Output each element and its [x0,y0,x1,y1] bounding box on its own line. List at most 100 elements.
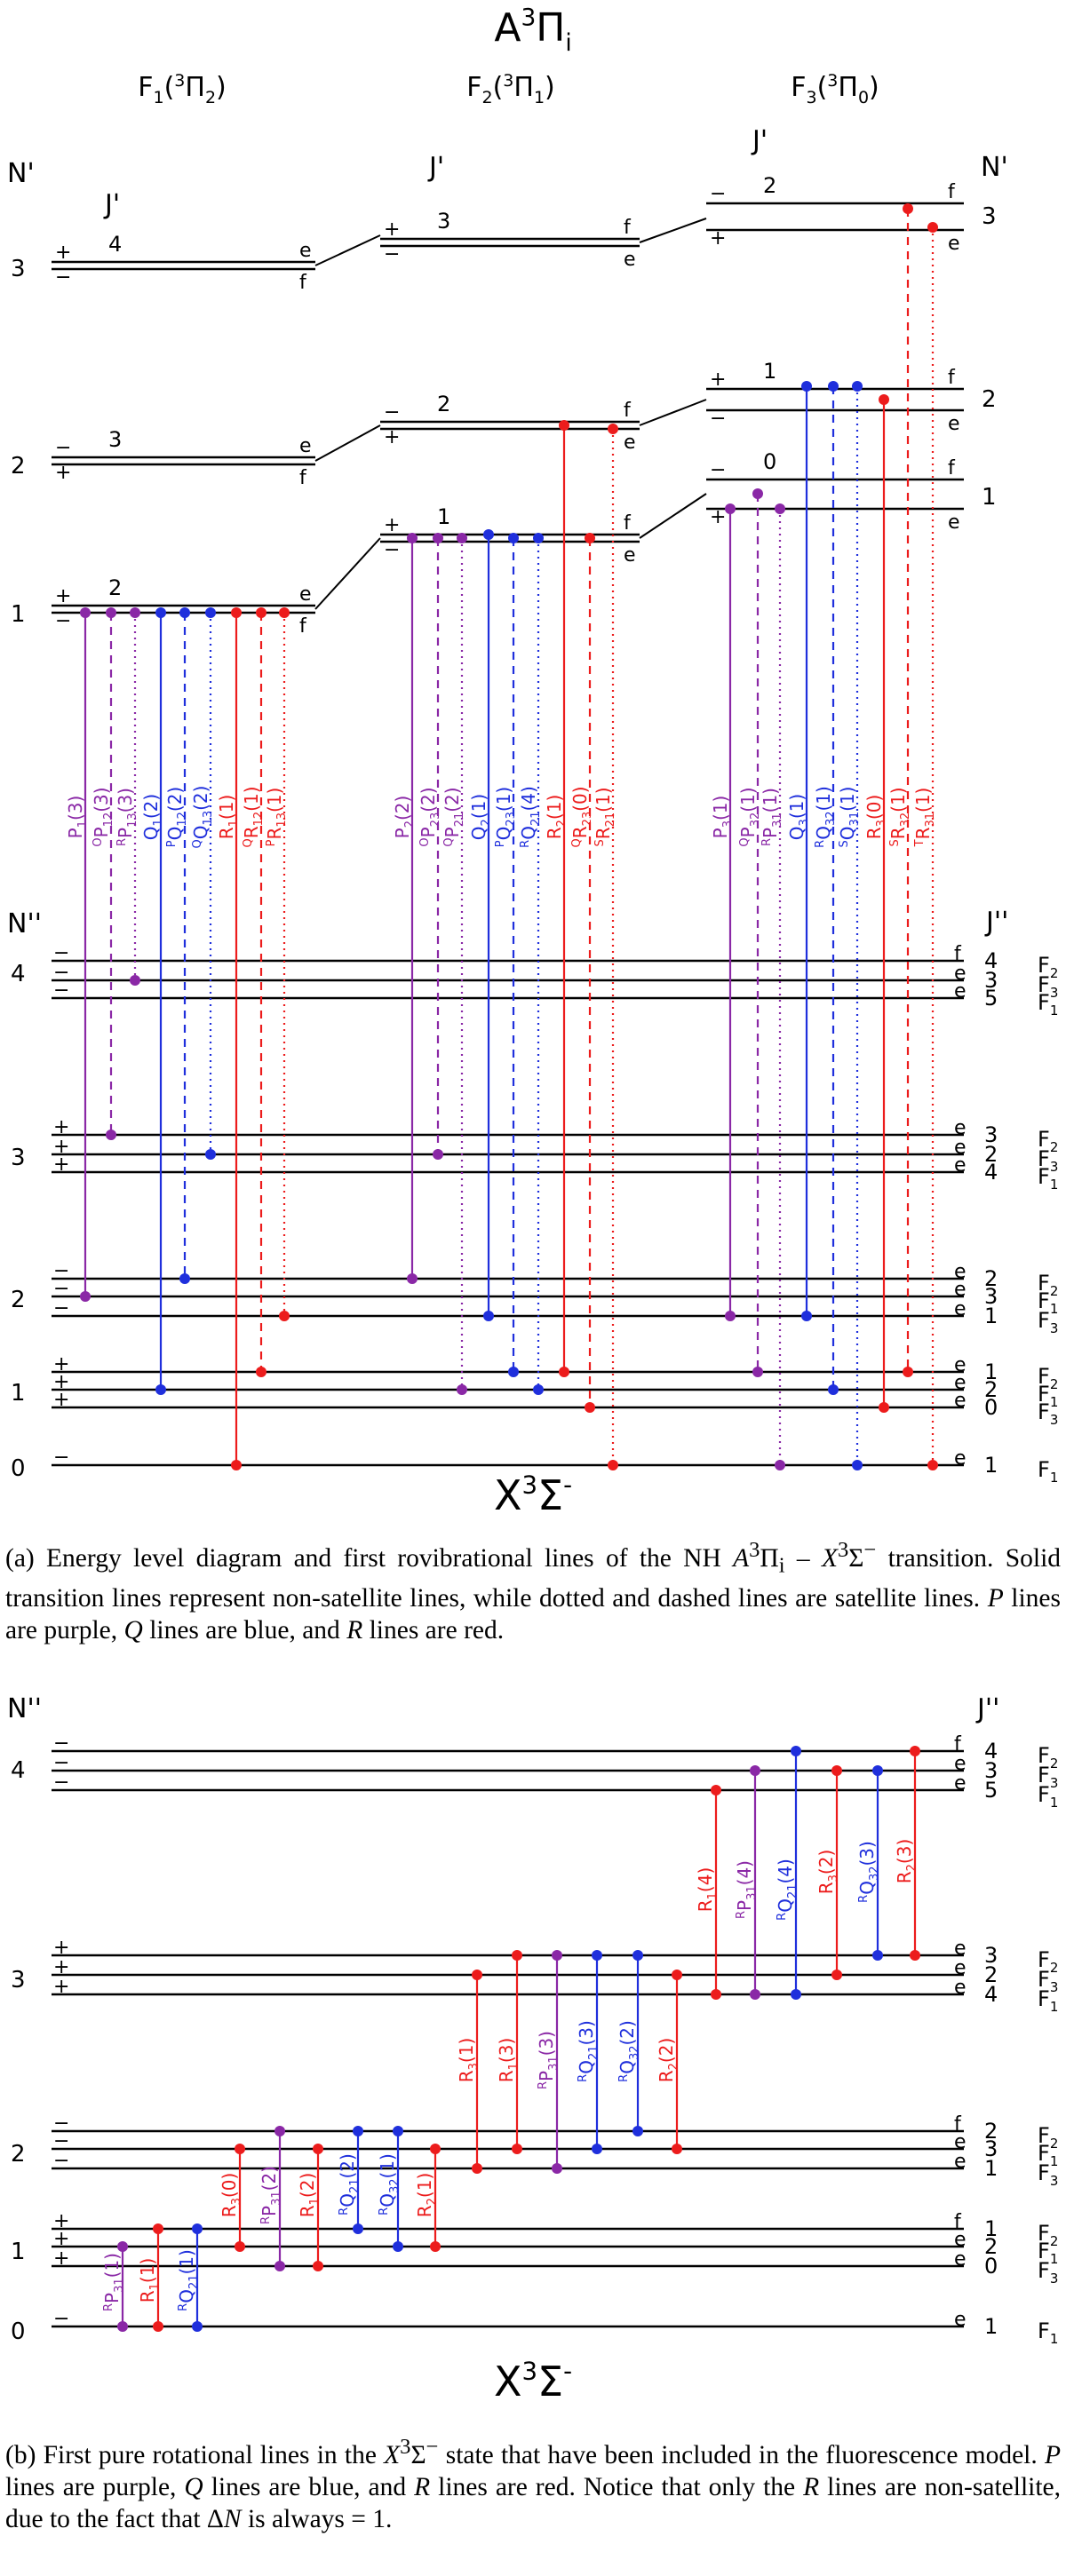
e-f-symmetry: f [299,615,307,638]
label-part: 2 [1050,2233,1059,2249]
transition-endpoint [153,2223,163,2234]
label-part: 2 [1050,1139,1059,1155]
e-f-symmetry: e [954,963,967,985]
F-label: F3 [1038,972,1058,1001]
label-part: P [442,827,463,837]
transition-endpoint [672,1970,682,1980]
e-f-symmetry: e [954,2309,967,2331]
label-part: (1) [137,2258,158,2283]
label-part: 3 [798,819,811,826]
label-part: R [544,827,565,839]
label-part: 1 [1050,2251,1059,2267]
e-f-symmetry: e [954,1154,967,1177]
label-part: S [888,839,902,846]
label-part: P [91,827,112,837]
label-part: 1 [1050,2331,1059,2347]
label-part: 21 [187,2275,201,2290]
transition-endpoint [585,533,595,543]
F-label: F1 [1038,1782,1058,1811]
transition-endpoint [552,1950,562,1961]
label-part: R [776,1913,789,1921]
label-part: F [138,72,153,103]
transition-label: R3(1) [456,2038,481,2083]
parity-sign: + [53,2210,69,2232]
label-part: 13 [275,812,289,828]
transition-endpoint [801,381,812,392]
J-value: 2 [763,173,776,198]
transition-endpoint [279,1311,290,1321]
transition-label: R1(1) [137,2258,162,2303]
J-value: 1 [984,2156,998,2181]
label-part: 1 [76,820,90,828]
transition-label: P3(1) [710,796,735,839]
label-part: F [1038,990,1050,1015]
transition-endpoint [353,2126,363,2136]
e-f-symmetry: e [624,432,636,454]
label-part: Q [738,837,752,846]
J-value: 1 [984,2314,998,2339]
transition-endpoint [801,1311,812,1321]
transition-label: R2(1) [544,795,569,840]
transition-endpoint [903,1367,913,1377]
label-part: 31 [547,2056,561,2071]
parity-sign: − [53,1732,69,1755]
transition-label: R3(2) [815,1850,840,1895]
J-value: 3 [984,1943,998,1968]
J-value: 0 [984,1395,998,1420]
N-value-right: 2 [982,386,997,413]
transition-endpoint [117,2241,128,2252]
label-part: 1 [534,88,545,107]
label-part: P [418,827,439,837]
F-label: F1 [1038,1986,1058,2015]
label-part: 12 [176,812,189,827]
label-part: Σ [537,1471,563,1519]
parity-sign: − [710,459,726,481]
label-part: Q [242,838,255,847]
e-f-symmetry: f [954,2211,962,2233]
F-label: F2 [1038,2123,1058,2152]
transition-label: R1(4) [695,1867,720,1913]
transition-endpoint [752,488,763,499]
label-part: F [1038,1399,1050,1424]
transition-endpoint [130,607,140,618]
transition-label: RP31(2) [259,2166,283,2224]
label-part: P [737,827,759,837]
label-part: (2) [418,787,439,812]
label-part: P [760,828,781,838]
upper-J-header-f1: J' [103,189,120,220]
parity-sign: + [53,2247,69,2270]
label-part: (1) [493,787,514,812]
J-value: 1 [437,504,450,529]
label-part: 12 [252,812,266,827]
label-part: (3) [496,2038,517,2063]
transition-label: Q1(2) [140,794,165,840]
label-part: 3 [1050,2173,1059,2189]
transition-endpoint [508,1367,519,1377]
J-value: 1 [984,2216,998,2241]
transition-endpoint [179,1273,190,1284]
label-part: 2 [1050,2136,1059,2152]
transition-endpoint [106,607,116,618]
label-part: R [297,2205,318,2217]
transition-endpoint [750,1765,760,1776]
J-value: 0 [984,2254,998,2279]
transition-endpoint [725,1311,736,1321]
parity-sign: + [53,2228,69,2250]
label-part: 3 [503,71,513,91]
transition-endpoint [483,1311,494,1321]
e-f-symmetry: e [954,2229,967,2251]
label-part: 3 [174,71,185,91]
parity-sign: + [53,1389,69,1411]
e-f-symmetry: f [948,367,956,389]
transition-endpoint [903,203,913,214]
label-part: O [91,837,105,846]
label-part: (4) [518,786,539,811]
e-f-symmetry: f [948,181,956,203]
J-value: 5 [984,1778,998,1803]
transition-label: P2(2) [392,796,417,839]
label-part: ) [545,72,555,103]
label-part: R [259,2216,273,2224]
spin-component-label: F1(3Π2) [138,71,227,107]
label-part: (3) [894,1839,915,1864]
